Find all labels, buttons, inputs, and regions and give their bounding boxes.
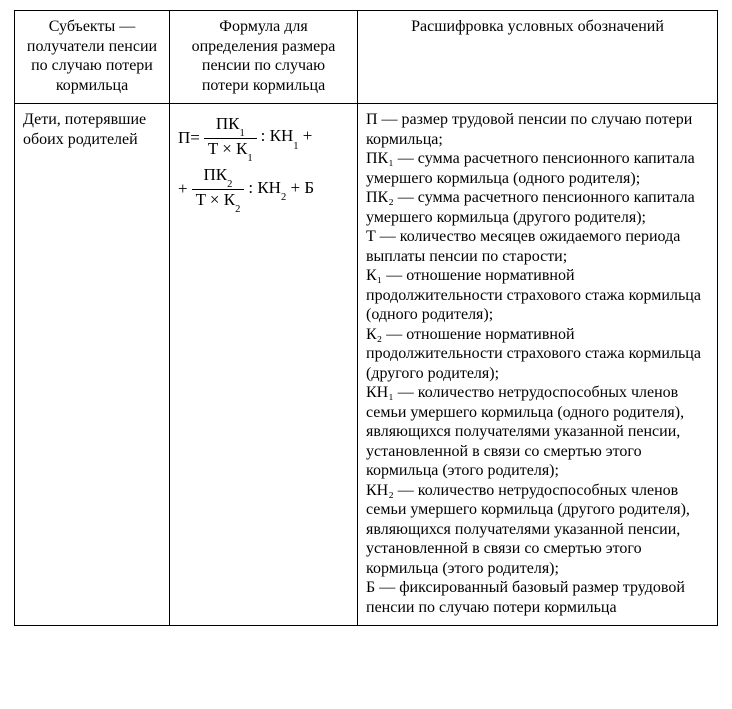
col-header-subjects: Субъекты — получатели пенсии по случаю п… [15,11,170,104]
page: Субъекты — получатели пенсии по случаю п… [0,0,732,640]
col-header-definitions: Расшифровка условных обозначений [358,11,718,104]
after2-tail: + Б [286,178,314,197]
formula-line-1: П = ПК1 T × К1 : К [178,114,349,163]
table-header-row: Субъекты — получатели пенсии по случаю п… [15,11,718,104]
cell-definitions: П — размер трудовой пенсии по случаю пот… [358,104,718,626]
fraction-1: ПК1 T × К1 [204,114,257,163]
frac2-num-sub: 2 [227,179,232,190]
frac2-den-left: T × К [196,190,236,209]
cell-subject: Дети, потерявшие обоих родителей [15,104,170,626]
after1-plus: + [299,126,313,145]
formula-line-2: + ПК2 T × К2 : КН2 + Б [178,165,349,214]
fraction-2: ПК2 T × К2 [192,165,245,214]
frac1-den-left: T × К [208,139,248,158]
formula: П = ПК1 T × К1 : К [178,110,349,214]
after2-left: : КН [248,178,281,197]
frac1-den-sub: 1 [247,153,252,164]
formula-lhs: П [178,128,190,149]
formula-eq: = [190,128,200,149]
pension-table: Субъекты — получатели пенсии по случаю п… [14,10,718,626]
frac1-num-base: ПК [216,114,240,133]
definition-item: КН₂ — количество нетрудоспособных членов… [366,481,709,579]
col-header-formula: Формула для определения размера пенсии п… [170,11,358,104]
cell-formula: П = ПК1 T × К1 : К [170,104,358,626]
definition-item: КН₁ — количество нетрудоспособных членов… [366,383,709,481]
definition-item: ПК₁ — сумма расчетного пенсионного капит… [366,149,709,188]
definition-item: Б — фиксированный базовый размер трудово… [366,578,709,617]
after2-sub: 2 [281,192,286,203]
definition-item: К₂ — отношение нормативной продолжительн… [366,325,709,384]
definition-item: П — размер трудовой пенсии по случаю пот… [366,110,709,149]
definition-item: К₁ — отношение нормативной продолжительн… [366,266,709,325]
frac2-num-base: ПК [204,165,228,184]
plus-2: + [178,179,188,200]
table-row: Дети, потерявшие обоих родителей П = ПК1 [15,104,718,626]
definition-item: Т — количество месяцев ожидаемого период… [366,227,709,266]
frac2-den-sub: 2 [235,204,240,215]
frac1-num-sub: 1 [239,128,244,139]
definition-item: ПК₂ — сумма расчетного пенсионного капит… [366,188,709,227]
after1-sub: 1 [293,141,298,152]
after1-left: : КН [261,126,294,145]
